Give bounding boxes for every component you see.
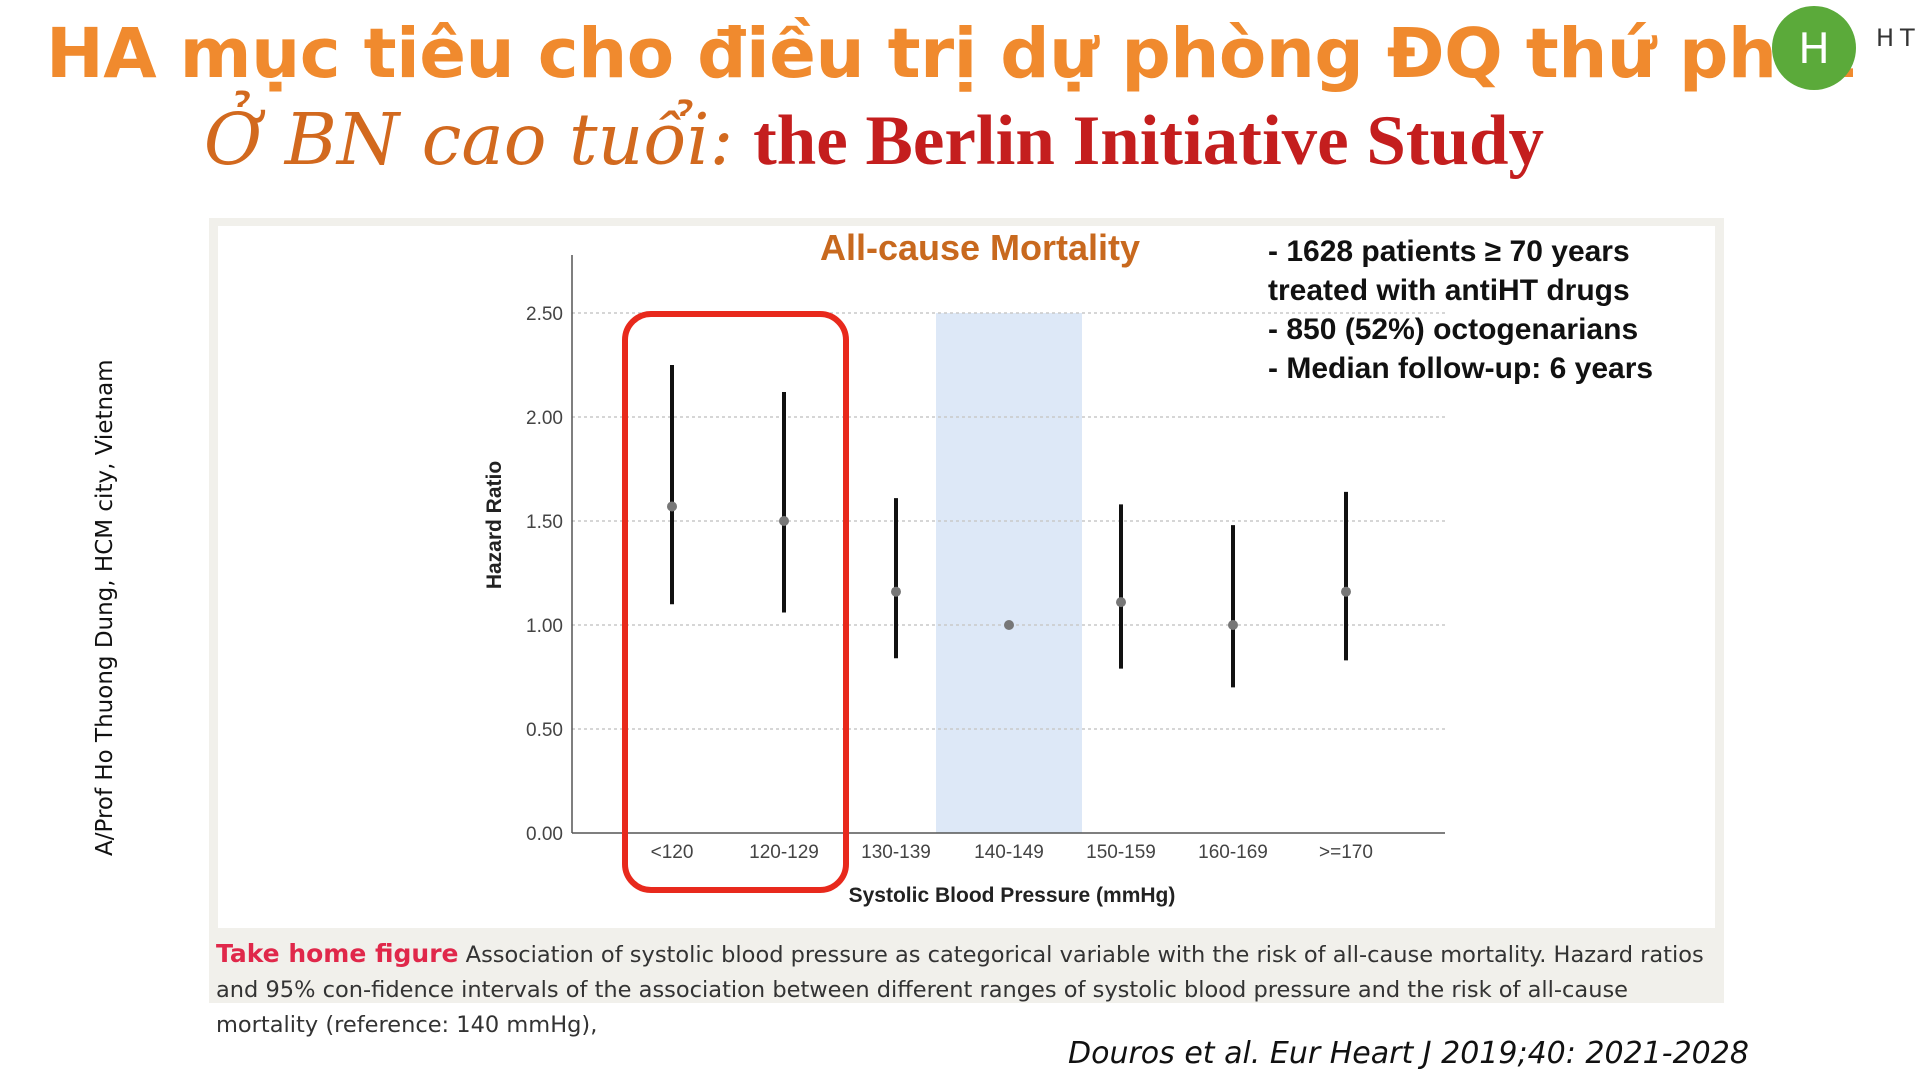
slide-subtitle: Ở BN cao tuổi: the Berlin Initiative Stu… <box>204 98 1544 182</box>
x-tick-label: 120-129 <box>749 842 819 863</box>
y-tick-label: 0.50 <box>526 720 563 741</box>
highlight-box <box>622 311 849 893</box>
logo-circle: H <box>1772 6 1856 90</box>
hazard-point <box>1116 597 1126 608</box>
reference-band <box>936 313 1082 833</box>
hazard-point <box>779 516 789 526</box>
x-tick-label: 140-149 <box>974 842 1044 863</box>
hazard-point <box>1004 620 1014 630</box>
caption-text: Association of systolic blood pressure a… <box>216 942 1704 1038</box>
y-tick-label: 0.00 <box>526 824 563 845</box>
x-axis-title: Systolic Blood Pressure (mmHg) <box>849 884 1176 907</box>
y-tick-label: 2.50 <box>526 304 563 325</box>
study-info-box: - 1628 patients ≥ 70 years treated with … <box>1268 232 1653 388</box>
logo-text: HT <box>1876 24 1920 52</box>
subtitle-prefix: Ở BN cao tuổi: <box>204 98 734 181</box>
y-tick-label: 1.00 <box>526 616 563 637</box>
chart-title: All-cause Mortality <box>820 227 1140 268</box>
figure-caption: Take home figure Association of systolic… <box>216 936 1716 1043</box>
info-line: - Median follow-up: 6 years <box>1268 352 1654 385</box>
info-line: - 850 (52%) octogenarians <box>1268 313 1639 346</box>
x-tick-label: 130-139 <box>861 842 931 863</box>
y-tick-label: 1.50 <box>526 512 563 533</box>
info-line: - 1628 patients ≥ 70 years <box>1268 235 1630 268</box>
citation: Douros et al. Eur Heart J 2019;40: 2021-… <box>1068 1036 1749 1071</box>
hazard-point <box>1341 586 1351 597</box>
x-tick-label: 150-159 <box>1086 842 1156 863</box>
y-axis-title: Hazard Ratio <box>483 461 506 589</box>
hazard-point <box>891 586 901 597</box>
x-tick-label: <120 <box>651 842 694 863</box>
y-tick-label: 2.00 <box>526 408 563 429</box>
x-tick-label: >=170 <box>1319 842 1373 863</box>
x-tick-label: 160-169 <box>1198 842 1268 863</box>
subtitle-study-name: the Berlin Initiative Study <box>753 102 1545 180</box>
info-line: treated with antiHT drugs <box>1268 274 1630 307</box>
slide-title: HA mục tiêu cho điều trị dự phòng ĐQ thứ… <box>46 14 1856 94</box>
hazard-point <box>1228 620 1238 630</box>
hazard-point <box>667 501 677 512</box>
caption-lead: Take home figure <box>216 939 459 968</box>
